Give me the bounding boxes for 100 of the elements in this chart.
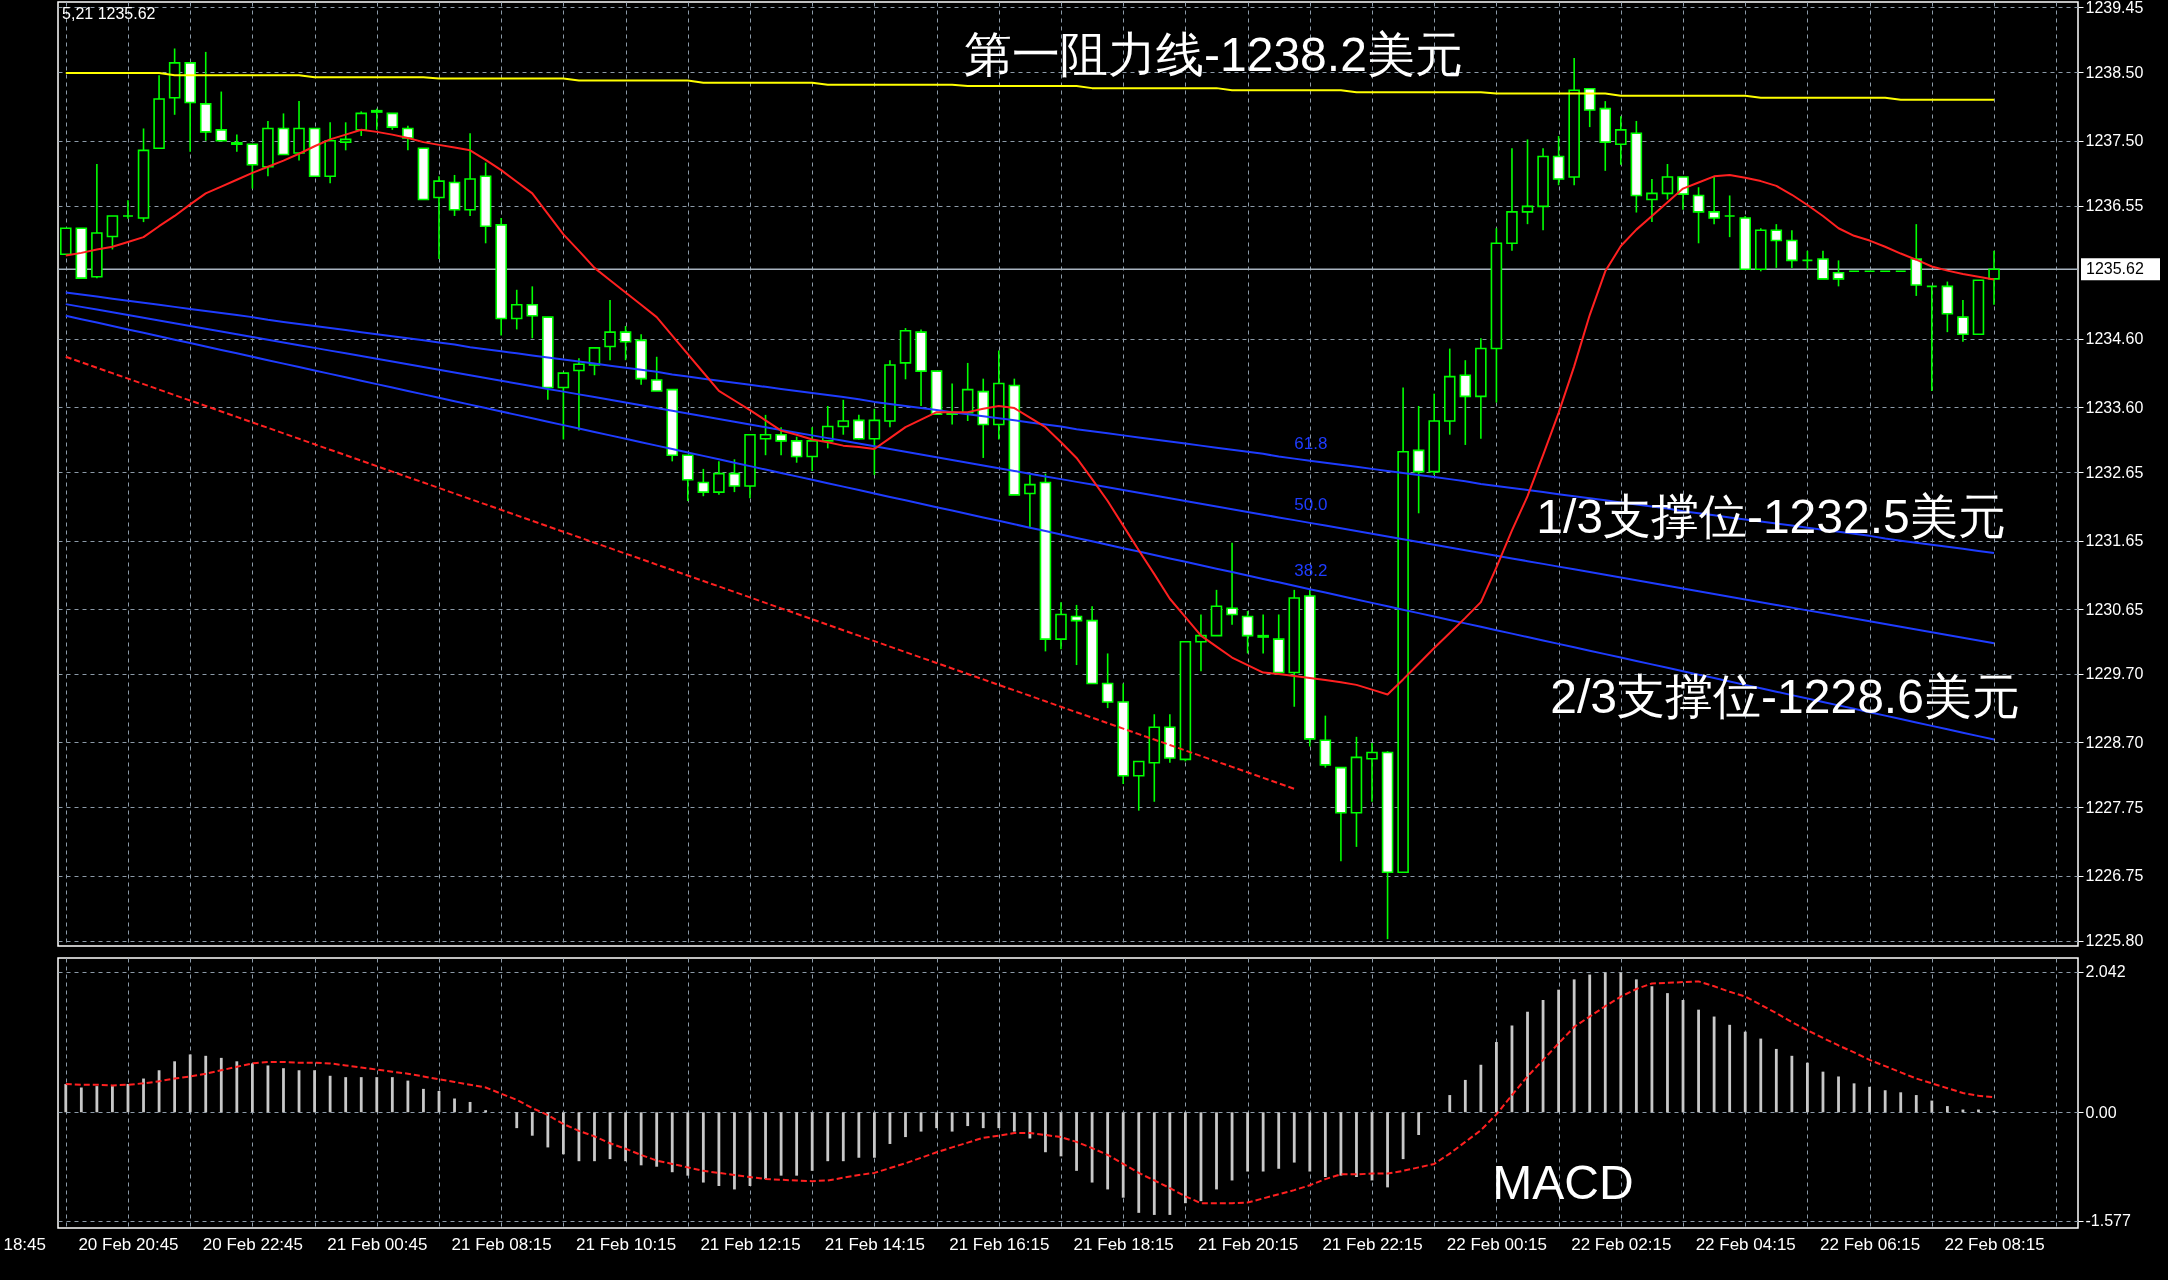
candlestick [1801, 250, 1814, 271]
candlestick [1412, 405, 1425, 515]
candlestick [106, 215, 119, 251]
bar [111, 1086, 114, 1113]
y-tick-label: -1.577 [2085, 1212, 2131, 1230]
bar [966, 1112, 970, 1127]
bar [453, 1098, 456, 1113]
bar [717, 1112, 721, 1186]
bar [250, 1063, 254, 1113]
bar [188, 1054, 192, 1113]
candlestick [1521, 138, 1534, 225]
bar [282, 1068, 285, 1113]
candlestick [759, 414, 772, 456]
candlestick [526, 285, 539, 340]
candlestick [604, 299, 616, 361]
candlestick [1957, 299, 1969, 343]
bar [406, 1080, 410, 1113]
bar [1463, 1079, 1467, 1113]
series-label: 38.2 [1294, 560, 1328, 580]
candlestick [1646, 178, 1658, 223]
candlestick [1926, 285, 1938, 392]
bar [546, 1112, 550, 1148]
candlestick [868, 407, 881, 476]
bar [1044, 1112, 1047, 1153]
y-tick-label: 1236.55 [2085, 197, 2144, 215]
annotation: MACD [1492, 1155, 1634, 1209]
bar [219, 1057, 223, 1113]
candlestick [1832, 259, 1845, 288]
bar [1774, 1048, 1778, 1113]
bar [686, 1112, 690, 1176]
bar [328, 1075, 332, 1113]
bar [935, 1112, 938, 1129]
candlestick [713, 460, 725, 496]
candlestick [790, 435, 803, 464]
candlestick [1459, 359, 1472, 446]
bar [515, 1112, 519, 1129]
y-tick-label: 1231.65 [2085, 532, 2144, 550]
bar [561, 1112, 565, 1155]
candlestick [1723, 194, 1736, 238]
bar [1588, 974, 1592, 1113]
bar [173, 1061, 177, 1113]
ref-line-label: 1235.62 [2086, 260, 2144, 278]
bar [1137, 1112, 1141, 1213]
bar [95, 1086, 99, 1113]
bar [655, 1112, 659, 1167]
y-tick-label: 2.042 [2085, 963, 2126, 981]
candlestick [853, 414, 865, 441]
line-series [64, 355, 1296, 790]
bar [873, 1112, 876, 1158]
bar [857, 1112, 861, 1158]
y-tick-label: 1238.50 [2085, 63, 2144, 81]
x-tick-label: 20 Feb 20:45 [78, 1234, 179, 1254]
bar [204, 1055, 208, 1113]
text: 18:45 [3, 1235, 47, 1255]
bar [1168, 1112, 1172, 1215]
x-tick-label: 21 Feb 20:15 [1198, 1234, 1299, 1254]
bar [359, 1077, 363, 1113]
bar [1806, 1062, 1809, 1113]
y-tick-label: 1227.75 [2085, 798, 2144, 816]
x-tick-label: 21 Feb 18:15 [1073, 1234, 1174, 1254]
bar [701, 1112, 705, 1183]
bar [1323, 1112, 1327, 1178]
candlestick [573, 357, 585, 432]
bar [1417, 1112, 1421, 1136]
bar [1495, 1042, 1498, 1113]
candlestick [1241, 610, 1254, 655]
x-tick-label: 21 Feb 10:15 [575, 1234, 677, 1254]
bar [841, 1112, 845, 1162]
bar [1759, 1038, 1763, 1113]
bar [1261, 1112, 1265, 1172]
bar [484, 1110, 488, 1113]
x-tick-label: 21 Feb 12:15 [700, 1234, 801, 1254]
bar [1572, 979, 1576, 1113]
candlestick [433, 175, 445, 260]
x-tick-label: 21 Feb 16:15 [949, 1234, 1050, 1254]
bar [1899, 1092, 1903, 1113]
x-tick-label: 20 Feb 22:45 [202, 1234, 303, 1254]
bar [593, 1112, 596, 1162]
bar [1790, 1055, 1794, 1113]
bar [1121, 1112, 1125, 1198]
bar [344, 1077, 348, 1113]
x-tick-label: 22 Feb 02:15 [1571, 1234, 1672, 1254]
candlestick [510, 288, 523, 331]
bar [1215, 1112, 1218, 1190]
bar [1152, 1112, 1156, 1215]
bar [142, 1078, 145, 1113]
bar [1246, 1112, 1250, 1172]
candlestick [775, 426, 787, 456]
candlestick [355, 110, 368, 137]
bar [1619, 972, 1623, 1113]
x-tick-label: 22 Feb 08:15 [1944, 1234, 2045, 1254]
bar [375, 1077, 379, 1113]
candlestick [1024, 474, 1036, 530]
bar [1090, 1112, 1094, 1183]
candlestick [1226, 541, 1238, 626]
bar [1666, 993, 1669, 1113]
candlestick [837, 399, 850, 436]
bar [981, 1112, 985, 1129]
y-tick-label: 1233.60 [2085, 398, 2144, 416]
bar [764, 1112, 767, 1180]
